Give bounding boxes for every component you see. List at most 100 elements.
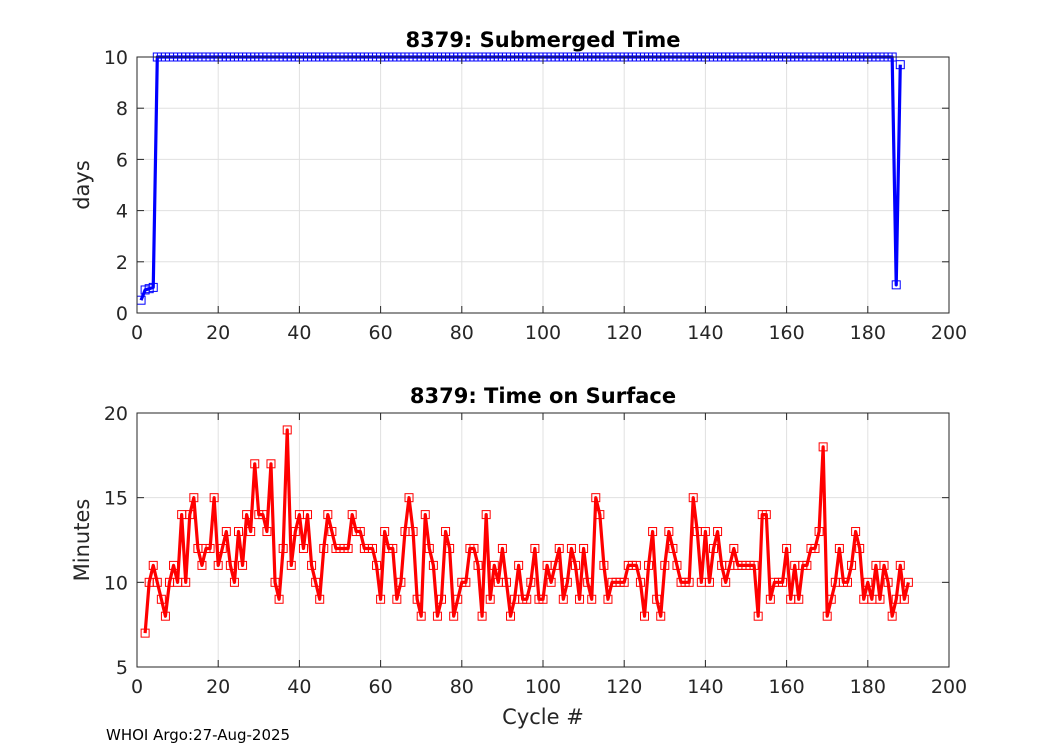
surface-time-data-point [814,527,824,537]
submerged-time-xtick-label: 0 [131,322,143,344]
surface-time-data-point [619,577,629,587]
surface-time-data-point [469,543,479,553]
surface-time-data-point [217,543,227,553]
submerged-time-xtick-label: 80 [450,322,474,344]
surface-time-ytick-label: 15 [104,488,128,510]
surface-time-data-point [489,560,499,570]
surface-time-ytick-label: 5 [116,657,128,679]
submerged-time-xtick-label: 60 [369,322,393,344]
surface-time-data-point [189,493,199,503]
surface-time-data-point [225,560,235,570]
surface-time-data-point [303,510,313,520]
surface-time-data-point [221,527,231,537]
surface-time-data-point [315,594,325,604]
surface-time-data-point [822,611,832,621]
surface-time-data-point [672,560,682,570]
surface-time-data-point [644,560,654,570]
surface-time-data-point [367,543,377,553]
submerged-time-data-point [891,280,901,290]
surface-time-data-point [485,594,495,604]
submerged-time-xtick-label: 40 [287,322,311,344]
surface-time-data-point [477,611,487,621]
surface-time-data-point [246,527,256,537]
submerged-time-ytick-label: 6 [116,149,128,171]
surface-time-xlabel: Cycle # [502,705,584,729]
surface-time-data-point [810,543,820,553]
surface-time-data-point [595,510,605,520]
surface-time-data-point [388,543,398,553]
surface-time-data-point [278,543,288,553]
submerged-time-xtick-label: 200 [931,322,967,344]
surface-time-data-point [437,594,446,604]
submerged-time-ytick-label: 0 [116,303,128,325]
surface-time-data-point [826,594,836,604]
surface-time-xtick-label: 40 [287,676,311,698]
surface-time-xtick-label: 140 [687,676,723,698]
surface-time-data-point [311,577,321,587]
surface-time-data-point [347,510,357,520]
surface-time-data-point [169,560,179,570]
surface-time-data-point [575,594,585,604]
surface-time-data-point [899,594,909,604]
submerged-time-ytick-label: 8 [116,98,128,120]
submerged-time-xtick-label: 140 [687,322,723,344]
surface-time-data-point [506,611,516,621]
surface-time-data-point [721,577,731,587]
surface-time-data-point [327,527,337,537]
surface-time-data-point [526,577,536,587]
surface-time-data-point [449,611,459,621]
surface-time-data-point [416,611,426,621]
surface-time-data-point [887,611,897,621]
surface-time-ytick-label: 10 [104,572,128,594]
surface-time-data-point [432,611,442,621]
surface-time-data-point [181,577,191,587]
footer-credit: WHOI Argo:27-Aug-2025 [106,726,291,744]
submerged-time-title: 8379: Submerged Time [405,28,680,52]
surface-time-data-point [761,510,771,520]
surface-time-data-point [298,543,308,553]
surface-time-data-point [713,527,723,537]
surface-time-xtick-label: 180 [850,676,886,698]
surface-time-xtick-label: 200 [931,676,967,698]
surface-time-data-point [684,577,694,587]
surface-time-data-point [209,493,219,503]
surface-time-data-point [562,577,572,587]
surface-time-data-point [566,543,576,553]
surface-time-data-point [461,577,471,587]
surface-time-data-point [704,577,714,587]
surface-time-data-point [266,459,276,469]
surface-time-data-point [530,543,540,553]
surface-time-data-point [883,577,893,587]
submerged-time-ytick-label: 2 [116,252,128,274]
surface-time-data-point [412,594,422,604]
surface-time-data-point [392,594,402,604]
surface-time-data-point [481,510,491,520]
surface-time-data-point [570,560,580,570]
surface-time-data-point [863,577,873,587]
surface-time-data-point [307,560,317,570]
surface-time-data-point [473,560,483,570]
surface-time-data-point [323,510,333,520]
surface-time-data-point [453,594,463,604]
surface-time-data-point [274,594,284,604]
surface-time-data-point [903,577,913,587]
surface-time-data-point [753,611,763,621]
surface-time-data-point [424,543,434,553]
surface-time-data-point [152,577,162,587]
surface-time-title: 8379: Time on Surface [410,384,676,408]
surface-time-xtick-label: 120 [606,676,642,698]
surface-time-data-point [631,560,641,570]
surface-time-data-point [782,543,792,553]
surface-time-data-point [603,594,613,604]
surface-time-ticks: 0 20 40 60 80 100 120 140 160 180 200 5 10 15 20 [104,403,967,698]
surface-time-data-point [802,560,812,570]
surface-time-data-point [404,493,414,503]
surface-time-data-point [242,510,252,520]
submerged-time-data-point [895,60,905,70]
surface-time-data-point [855,543,865,553]
surface-time-data-point [660,560,670,570]
surface-time-data-point [875,594,885,604]
surface-time-data-point [847,560,857,570]
surface-time-data-point [587,594,597,604]
surface-time-data-point [550,560,560,570]
